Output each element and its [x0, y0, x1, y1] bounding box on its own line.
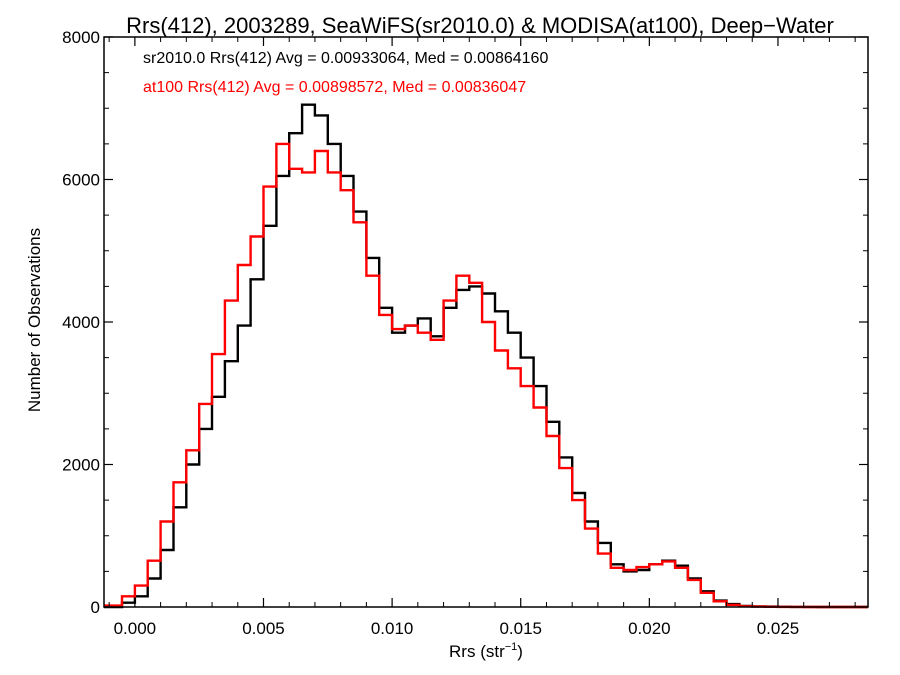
y-tick-label: 6000: [62, 171, 100, 190]
series-line-1: [104, 142, 868, 609]
y-tick-label: 0: [91, 598, 100, 617]
x-axis-label-close: ): [517, 642, 523, 661]
annotations: sr2010.0 Rrs(412) Avg = 0.00933064, Med …: [143, 50, 548, 96]
x-tick-label: 0.020: [628, 619, 671, 638]
annotation-line-0: sr2010.0 Rrs(412) Avg = 0.00933064, Med …: [143, 50, 548, 67]
annotation-line-1: at100 Rrs(412) Avg = 0.00898572, Med = 0…: [143, 79, 526, 96]
x-tick-label: 0.005: [242, 619, 285, 638]
chart-title: Rrs(412), 2003289, SeaWiFS(sr2010.0) & M…: [126, 13, 834, 38]
x-axis-label-main: Rrs (str: [449, 642, 505, 661]
x-tick-label: 0.010: [371, 619, 414, 638]
x-axis: 0.000 0.005 0.010 0.015 0.020 0.025: [108, 37, 856, 638]
y-tick-label: 8000: [62, 28, 100, 47]
x-axis-label: Rrs (str−1): [449, 641, 523, 661]
y-axis-label: Number of Observations: [25, 228, 44, 412]
x-axis-label-superscript: −1: [505, 641, 518, 653]
y-tick-label: 4000: [62, 313, 100, 332]
x-tick-label: 0.015: [499, 619, 542, 638]
series-layer: [104, 103, 868, 609]
series-line-0: [104, 103, 868, 609]
x-tick-label: 0.000: [114, 619, 157, 638]
y-tick-label: 2000: [62, 456, 100, 475]
x-tick-label: 0.025: [757, 619, 800, 638]
y-axis: 0 2000 4000 6000 8000: [62, 28, 868, 617]
